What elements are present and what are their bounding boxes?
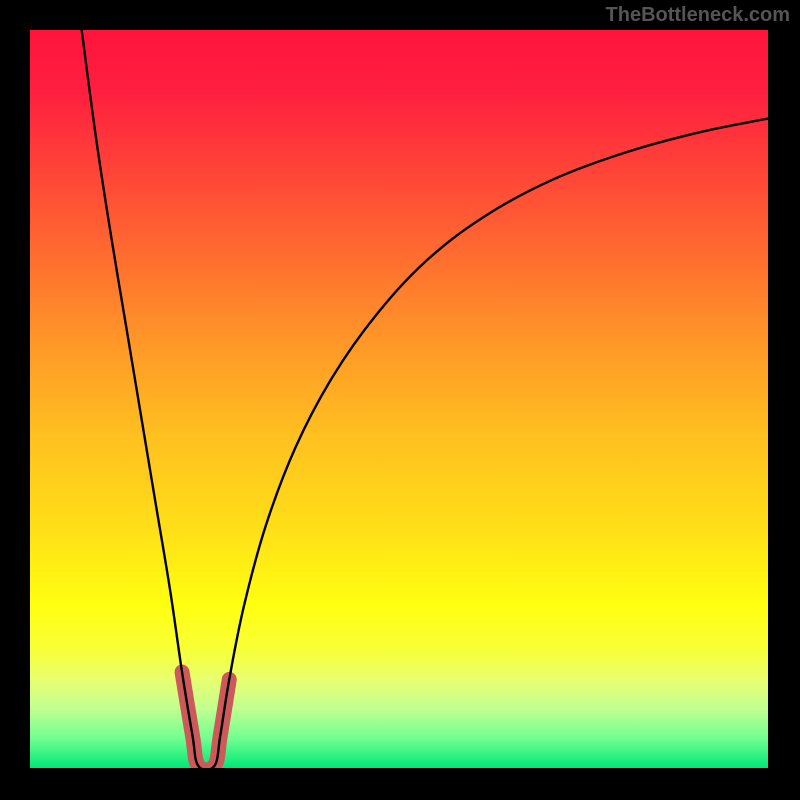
chart-frame: TheBottleneck.com <box>0 0 800 800</box>
gradient-background <box>30 30 768 768</box>
plot-area <box>30 30 768 768</box>
chart-svg <box>30 30 768 768</box>
watermark-text: TheBottleneck.com <box>606 4 790 27</box>
